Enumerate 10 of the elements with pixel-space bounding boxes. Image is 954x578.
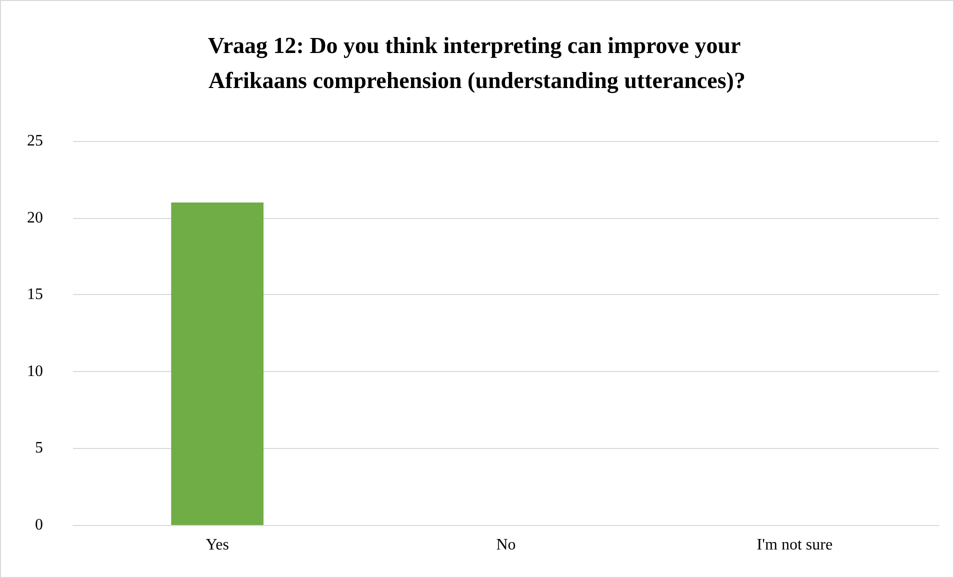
y-tick-label: 25 — [27, 132, 43, 150]
x-tick-label: Yes — [206, 536, 229, 554]
x-tick-label: No — [496, 536, 516, 554]
y-tick-label: 15 — [27, 286, 43, 304]
y-tick-label: 0 — [35, 516, 43, 534]
y-tick-label: 5 — [35, 440, 43, 457]
x-tick-label: I'm not sure — [756, 536, 833, 554]
chart-title: Vraag 12: Do you think interpreting can improve your Afrikaans comprehension (understanding utterances)? — [208, 33, 746, 94]
y-tick-label: 10 — [27, 362, 43, 380]
y-tick-label: 20 — [27, 209, 43, 226]
